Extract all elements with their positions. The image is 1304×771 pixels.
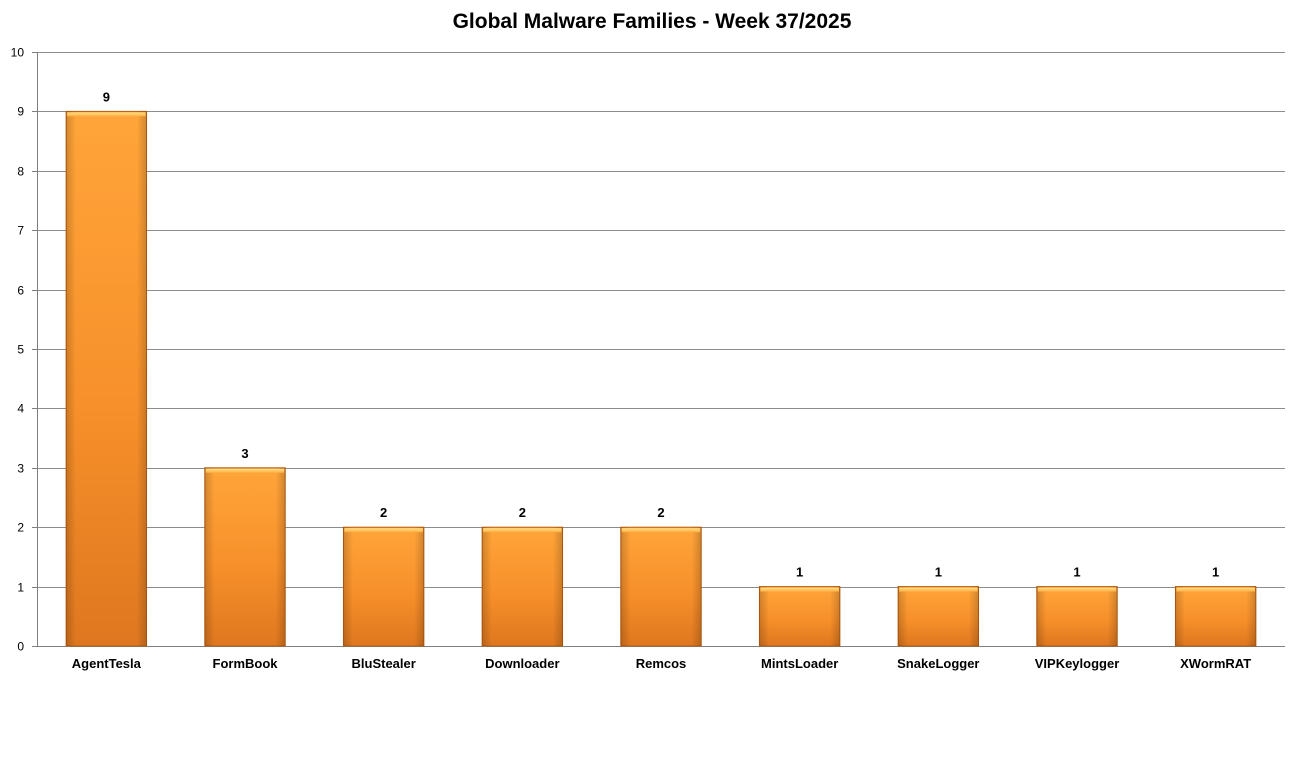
y-tick-label: 8 bbox=[17, 165, 24, 179]
data-label: 3 bbox=[241, 446, 248, 461]
bar-agenttesla bbox=[65, 110, 148, 647]
y-tick-label: 5 bbox=[17, 343, 24, 357]
y-tick-label: 1 bbox=[17, 581, 24, 595]
data-label: 9 bbox=[103, 89, 110, 104]
bar-top-highlight bbox=[1037, 587, 1117, 592]
x-tick-label: Downloader bbox=[485, 656, 559, 671]
x-tick-label: XWormRAT bbox=[1180, 656, 1251, 671]
y-tick-label: 10 bbox=[11, 46, 25, 60]
x-tick-label: FormBook bbox=[213, 656, 279, 671]
data-label: 1 bbox=[935, 565, 942, 580]
bar-top-highlight bbox=[899, 587, 978, 592]
data-label: 2 bbox=[657, 505, 664, 520]
bar-shading bbox=[620, 527, 702, 646]
y-tick-label: 2 bbox=[17, 521, 24, 535]
y-tick-label: 7 bbox=[17, 224, 24, 238]
y-tick-label: 0 bbox=[17, 640, 24, 654]
bars bbox=[65, 110, 1257, 647]
bar-shading bbox=[898, 586, 979, 646]
data-label: 2 bbox=[519, 505, 526, 520]
x-tick-label: VIPKeylogger bbox=[1035, 656, 1120, 671]
bar-snakelogger bbox=[897, 586, 980, 647]
y-tick-label: 6 bbox=[17, 284, 24, 298]
bar-top-highlight bbox=[621, 528, 701, 533]
bar-top-highlight bbox=[344, 528, 423, 533]
bar-top-highlight bbox=[67, 112, 146, 117]
data-label: 1 bbox=[796, 565, 803, 580]
bar-shading bbox=[1036, 586, 1118, 646]
x-tick-label: BluStealer bbox=[352, 656, 416, 671]
bar-downloader bbox=[481, 526, 564, 647]
bar-top-highlight bbox=[760, 587, 839, 592]
x-tick-label: Remcos bbox=[636, 656, 687, 671]
y-tick-label: 3 bbox=[17, 462, 24, 476]
data-label: 2 bbox=[380, 505, 387, 520]
chart-title: Global Malware Families - Week 37/2025 bbox=[452, 10, 852, 33]
labels: 0 1 2 3 4 5 6 7 8 9 10 9 AgentTesla 3 FormBook 2 BluStea… bbox=[11, 46, 1252, 672]
bar-shading bbox=[1175, 586, 1256, 646]
bar-shading bbox=[759, 586, 840, 646]
bar-top-highlight bbox=[483, 528, 562, 533]
x-tick-label: AgentTesla bbox=[72, 656, 142, 671]
x-tick-label: MintsLoader bbox=[761, 656, 838, 671]
bar-remcos bbox=[620, 526, 702, 647]
bar-top-highlight bbox=[1176, 587, 1255, 592]
data-label: 1 bbox=[1073, 565, 1080, 580]
bar-xwormrat bbox=[1174, 586, 1257, 647]
y-tick-label: 4 bbox=[17, 402, 24, 416]
data-label: 1 bbox=[1212, 565, 1219, 580]
y-tick-label: 9 bbox=[17, 105, 24, 119]
bar-shading bbox=[204, 467, 286, 646]
bar-shading bbox=[482, 527, 563, 646]
bar-formbook bbox=[204, 467, 286, 647]
bar-blustealer bbox=[342, 526, 425, 647]
bar-mintsloader bbox=[758, 586, 841, 647]
bar-vipkeylogger bbox=[1036, 586, 1118, 647]
bar-shading bbox=[343, 527, 424, 646]
bar-shading bbox=[66, 111, 147, 646]
bar-top-highlight bbox=[205, 468, 285, 473]
x-tick-label: SnakeLogger bbox=[897, 656, 979, 671]
